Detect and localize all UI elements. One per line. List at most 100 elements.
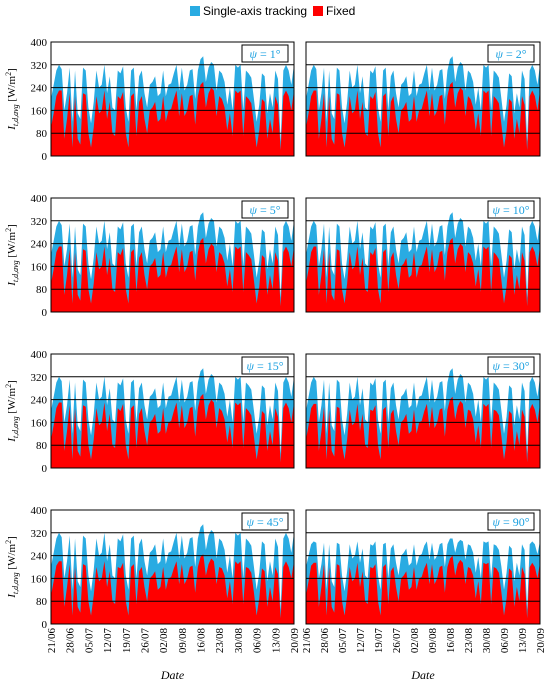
legend: Single-axis tracking Fixed: [190, 4, 355, 18]
series-fixed-area: [306, 237, 540, 312]
psi-label-box: [487, 512, 535, 531]
psi-label-box: [487, 356, 535, 375]
x-tick-label: 28/06: [319, 628, 331, 654]
x-tick-label: 19/07: [373, 628, 385, 654]
y-tick-label: 0: [42, 619, 48, 631]
x-tick-label: 12/07: [102, 628, 114, 654]
panel-frame: [50, 353, 295, 469]
x-axis: 21/06 28/06 05/07 12/07 19/07 26/07 02/08 09/08…: [46, 628, 547, 682]
y-tick-label: 160: [31, 417, 48, 429]
y-tick-label: 80: [36, 440, 48, 452]
x-tick-label: 16/08: [196, 628, 208, 654]
x-tick-label: 20/09: [535, 628, 547, 654]
y-tick-label: 80: [36, 284, 48, 296]
y-tick-label: 320: [31, 60, 48, 72]
panel-frame: [50, 41, 295, 157]
x-tick-label: 09/08: [177, 628, 189, 654]
y-tick-label: 0: [42, 151, 48, 163]
y-tick-label: 160: [31, 261, 48, 273]
panel-frame: [305, 509, 541, 625]
series-fixed-area: [306, 396, 540, 468]
panel-5: ψ = 30°: [305, 353, 541, 469]
y-tick-label: 160: [31, 105, 48, 117]
psi-label-box: [487, 44, 535, 63]
series-fixed-area: [51, 554, 294, 624]
y-tick-label: 240: [31, 239, 48, 251]
y-tick-label: 320: [31, 372, 48, 384]
y-axis-label: It,d,avg [W/m2]: [4, 536, 20, 599]
panel-6: ψ = 45° 0 80 160 240 320 400 It,d,avg [W/m2]: [4, 505, 295, 631]
x-tick-label: 19/07: [121, 628, 133, 654]
psi-label: ψ = 1°: [249, 47, 280, 61]
panel-frame: [50, 509, 295, 625]
psi-label: ψ = 15°: [246, 359, 283, 373]
x-tick-label: 21/06: [301, 628, 313, 654]
psi-label: ψ = 90°: [492, 515, 529, 529]
x-tick-label: 16/08: [445, 628, 457, 654]
panel-frame: [305, 41, 541, 157]
psi-label-box: [241, 200, 289, 219]
psi-label: ψ = 5°: [249, 203, 280, 217]
x-tick-label: 06/09: [499, 628, 511, 654]
psi-label-box: [241, 356, 289, 375]
psi-label-box: [241, 44, 289, 63]
panel-0: ψ = 1° 0 80 160 240 320 400 It,d,avg [W/m2]: [4, 37, 295, 163]
x-tick-label: 20/09: [289, 628, 301, 654]
panel-frame: [305, 197, 541, 313]
x-tick-label: 09/08: [427, 628, 439, 654]
panel-frame: [50, 197, 295, 313]
legend-swatch-0: [190, 6, 200, 16]
x-tick-label: 23/08: [463, 628, 475, 654]
panel-1: ψ = 2°: [305, 41, 541, 157]
series-fixed-area: [51, 393, 294, 468]
x-tick-label: 13/09: [517, 628, 529, 654]
psi-label-box: [241, 512, 289, 531]
legend-label-1: Fixed: [326, 4, 355, 18]
x-tick-label: 30/08: [481, 628, 493, 654]
y-tick-label: 240: [31, 395, 48, 407]
psi-label-box: [487, 200, 535, 219]
y-tick-label: 80: [36, 128, 48, 140]
legend-label-0: Single-axis tracking: [203, 4, 307, 18]
psi-label: ψ = 10°: [492, 203, 529, 217]
panel-3: ψ = 10°: [305, 197, 541, 313]
panel-7: ψ = 90°: [305, 509, 541, 625]
y-tick-label: 240: [31, 83, 48, 95]
y-axis-label: It,d,avg [W/m2]: [4, 68, 20, 131]
y-tick-label: 320: [31, 528, 48, 540]
x-tick-label: 28/06: [65, 628, 77, 654]
panel-frame: [305, 353, 541, 469]
y-tick-label: 400: [31, 349, 48, 361]
series-fixed-area: [51, 81, 294, 156]
series-fixed-area: [306, 81, 540, 156]
y-tick-label: 400: [31, 505, 48, 517]
y-axis-label: It,d,avg [W/m2]: [4, 224, 20, 287]
x-axis-label: Date: [160, 668, 185, 682]
x-tick-label: 13/09: [270, 628, 282, 654]
y-tick-label: 400: [31, 193, 48, 205]
x-tick-label: 26/07: [391, 628, 403, 654]
y-tick-label: 240: [31, 551, 48, 563]
y-tick-label: 80: [36, 596, 48, 608]
series-fixed-area: [51, 237, 294, 312]
y-tick-label: 160: [31, 573, 48, 585]
y-axis-label: It,d,avg [W/m2]: [4, 380, 20, 443]
panel-4: ψ = 15° 0 80 160 240 320 400 It,d,avg [W/m2]: [4, 349, 295, 475]
x-tick-label: 12/07: [355, 628, 367, 654]
psi-label: ψ = 2°: [495, 47, 526, 61]
psi-label: ψ = 30°: [492, 359, 529, 373]
psi-label: ψ = 45°: [246, 515, 283, 529]
x-tick-label: 05/07: [83, 628, 95, 654]
series-fixed-area: [306, 555, 540, 624]
x-tick-label: 21/06: [46, 628, 58, 654]
x-tick-label: 23/08: [214, 628, 226, 654]
panel-2: ψ = 5° 0 80 160 240 320 400 It,d,avg [W/m2]: [4, 193, 295, 319]
y-tick-label: 320: [31, 216, 48, 228]
y-tick-label: 0: [42, 307, 48, 319]
x-tick-label: 06/09: [252, 628, 264, 654]
x-tick-label: 05/07: [337, 628, 349, 654]
x-tick-label: 26/07: [139, 628, 151, 654]
legend-swatch-1: [313, 6, 323, 16]
x-tick-label: 02/08: [158, 628, 170, 654]
